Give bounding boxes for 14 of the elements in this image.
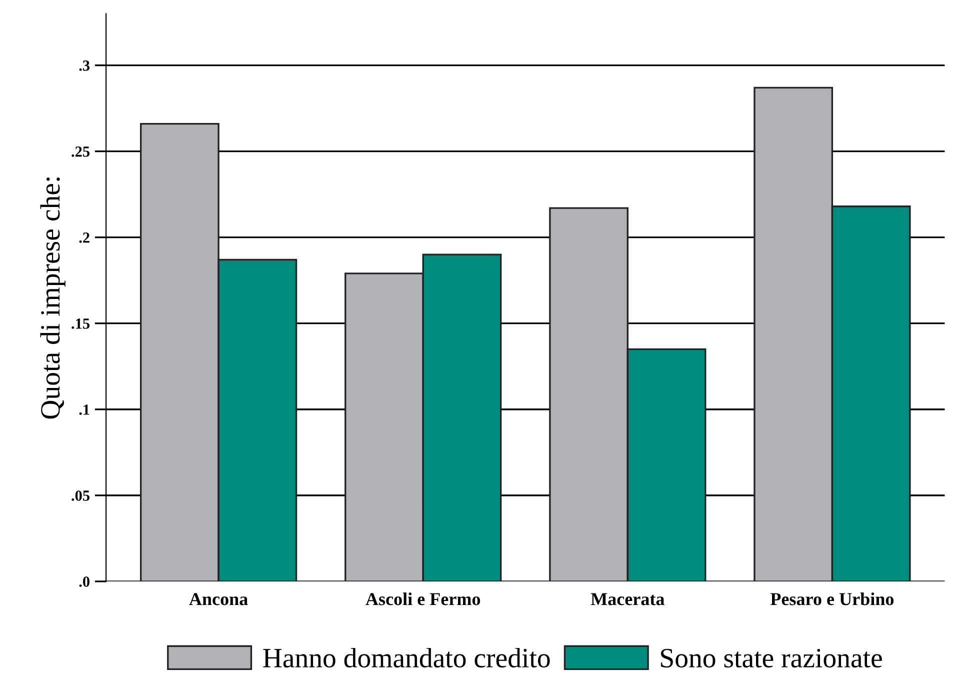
y-tick-label: .1 (79, 404, 90, 415)
x-tick-label: Ancona (189, 593, 248, 606)
y-axis-title: Quota di imprese che: (40, 178, 66, 419)
legend-label: Sono state razionate (661, 648, 882, 668)
y-tick-label: .25 (72, 146, 90, 157)
y-tick-label: .0 (79, 576, 90, 587)
y-tick-label: .05 (72, 490, 90, 501)
x-tick-label: Pesaro e Urbino (770, 592, 894, 606)
legend-label: Hanno domandato credito (263, 648, 550, 668)
y-tick-label: .15 (72, 318, 90, 329)
y-tick-label: .2 (79, 232, 90, 243)
y-tick-label: .3 (79, 60, 90, 71)
x-tick-label: Macerata (590, 593, 664, 606)
x-tick-label: Ascoli e Fermo (366, 592, 480, 606)
